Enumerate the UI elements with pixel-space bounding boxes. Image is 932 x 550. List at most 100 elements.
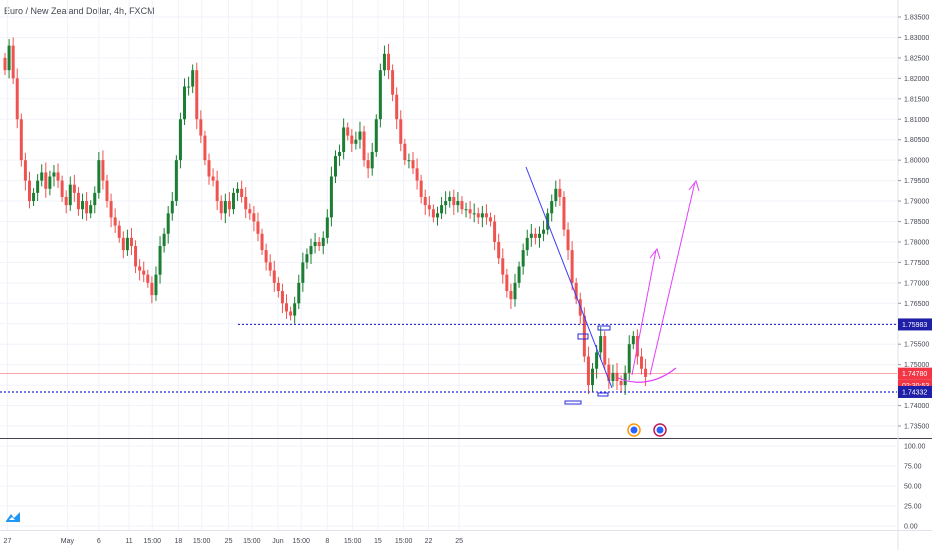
candle-body bbox=[142, 270, 146, 275]
candle-body bbox=[435, 213, 439, 218]
candle-body bbox=[89, 205, 93, 214]
candle-body bbox=[264, 250, 268, 263]
candle-body bbox=[11, 45, 15, 79]
candle-body bbox=[562, 196, 566, 230]
candle-body bbox=[533, 233, 537, 238]
candle-body bbox=[582, 315, 586, 357]
indicator-tick-label: 25.00 bbox=[904, 504, 922, 511]
candle-body bbox=[542, 229, 546, 234]
candle-body bbox=[399, 119, 403, 144]
candle-body bbox=[468, 209, 472, 214]
candle-body bbox=[387, 53, 391, 71]
candle-body bbox=[370, 151, 374, 169]
candle-body bbox=[382, 53, 386, 71]
candle-body bbox=[297, 282, 301, 304]
candle-body bbox=[407, 160, 411, 162]
price-tick-label: 1.81500 bbox=[904, 96, 929, 103]
indicator-tick-label: 100.00 bbox=[904, 444, 926, 451]
price-tick-label: 1.78500 bbox=[904, 219, 929, 226]
candle-body bbox=[64, 196, 68, 206]
candle-body bbox=[97, 160, 101, 193]
candle-body bbox=[121, 237, 125, 251]
candle-body bbox=[313, 241, 317, 247]
candle-body bbox=[639, 356, 643, 369]
candle-body bbox=[644, 368, 648, 377]
candle-body bbox=[219, 201, 223, 214]
candle-body bbox=[525, 237, 529, 251]
candle-body bbox=[289, 311, 293, 316]
candle-body bbox=[411, 160, 415, 169]
candle-body bbox=[68, 184, 72, 206]
candle-body bbox=[570, 250, 574, 283]
candle-body bbox=[93, 192, 97, 206]
current-price-badge bbox=[898, 367, 932, 380]
time-tick-label: 15:00 bbox=[395, 538, 413, 545]
candle-body bbox=[456, 201, 460, 206]
candle-body bbox=[627, 344, 631, 373]
drawings bbox=[0, 166, 897, 437]
candle-body bbox=[415, 168, 419, 181]
candle-body bbox=[285, 303, 289, 312]
candle-body bbox=[256, 221, 260, 234]
indicator-tick-label: 0.00 bbox=[904, 524, 918, 531]
candle-body bbox=[191, 70, 195, 87]
candle-body bbox=[187, 86, 191, 88]
candle-body bbox=[203, 135, 207, 161]
candle-body bbox=[252, 213, 256, 222]
candle-body bbox=[170, 201, 174, 214]
candle-body bbox=[48, 176, 52, 189]
resistance-price-badge-text: 1.75983 bbox=[902, 322, 927, 329]
candle-body bbox=[444, 201, 448, 206]
candle-body bbox=[497, 241, 501, 259]
candle-body bbox=[183, 86, 187, 120]
price-tick-label: 1.79500 bbox=[904, 178, 929, 185]
candle-body bbox=[85, 201, 89, 214]
candle-body bbox=[591, 368, 595, 386]
projection-curve bbox=[617, 367, 677, 383]
candle-body bbox=[537, 233, 541, 238]
candle-body bbox=[109, 201, 113, 218]
candle-body bbox=[350, 135, 354, 144]
candle-body bbox=[15, 78, 19, 120]
candle-body bbox=[150, 282, 154, 296]
indicator-tick-label: 50.00 bbox=[904, 484, 922, 491]
candle-body bbox=[32, 192, 36, 202]
tradingview-logo-icon[interactable] bbox=[6, 512, 20, 522]
candle-body bbox=[117, 225, 121, 238]
price-tick-label: 1.77500 bbox=[904, 260, 929, 267]
candle-body bbox=[105, 180, 109, 202]
candle-body bbox=[554, 188, 558, 202]
candle-body bbox=[623, 372, 627, 386]
candle-body bbox=[56, 172, 60, 181]
candle-body bbox=[395, 94, 399, 120]
price-tick-label: 1.82500 bbox=[904, 55, 929, 62]
candle-body bbox=[333, 156, 337, 177]
candle-body bbox=[215, 180, 219, 202]
candle-body bbox=[325, 217, 329, 238]
candle-body bbox=[419, 180, 423, 197]
candle-body bbox=[480, 213, 484, 218]
candle-body bbox=[146, 274, 150, 283]
candle-body bbox=[72, 184, 76, 193]
candle-body bbox=[178, 119, 182, 161]
resistance-price-badge bbox=[898, 318, 932, 331]
candle-body bbox=[423, 196, 427, 206]
candle-body bbox=[309, 246, 313, 255]
candle-body bbox=[129, 237, 133, 247]
marker-box bbox=[577, 333, 589, 340]
candle-body bbox=[378, 70, 382, 120]
candle-body bbox=[603, 336, 607, 365]
candle-body bbox=[7, 45, 11, 71]
candle-body bbox=[158, 246, 162, 275]
candle-body bbox=[464, 209, 468, 211]
candle-body bbox=[162, 233, 166, 247]
candle-body bbox=[317, 241, 321, 247]
time-tick-label: 8 bbox=[325, 538, 329, 545]
candle-body bbox=[366, 160, 370, 169]
time-tick-label: 15:00 bbox=[193, 538, 211, 545]
candle-body bbox=[521, 250, 525, 267]
candle-body bbox=[358, 131, 362, 140]
candle-body bbox=[619, 381, 623, 386]
candle-body bbox=[513, 282, 517, 300]
